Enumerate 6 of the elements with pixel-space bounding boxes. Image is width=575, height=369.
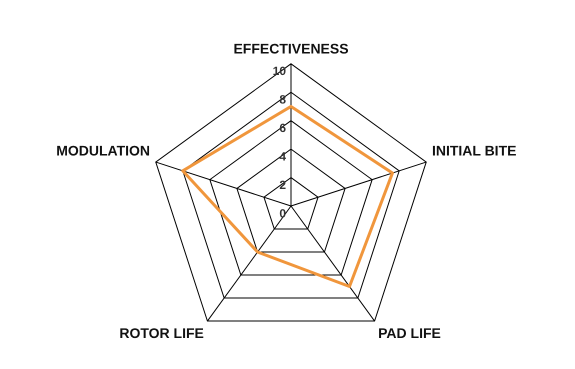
spoke-label: MODULATION bbox=[56, 142, 150, 159]
spoke-label: EFFECTIVENESS bbox=[233, 40, 349, 56]
y-tick-label: 0 bbox=[279, 206, 286, 220]
spoke-label: INITIAL BITE bbox=[432, 142, 516, 159]
spoke-label: PAD LIFE bbox=[378, 325, 441, 342]
spoke-label: ROTOR LIFE bbox=[119, 325, 204, 342]
